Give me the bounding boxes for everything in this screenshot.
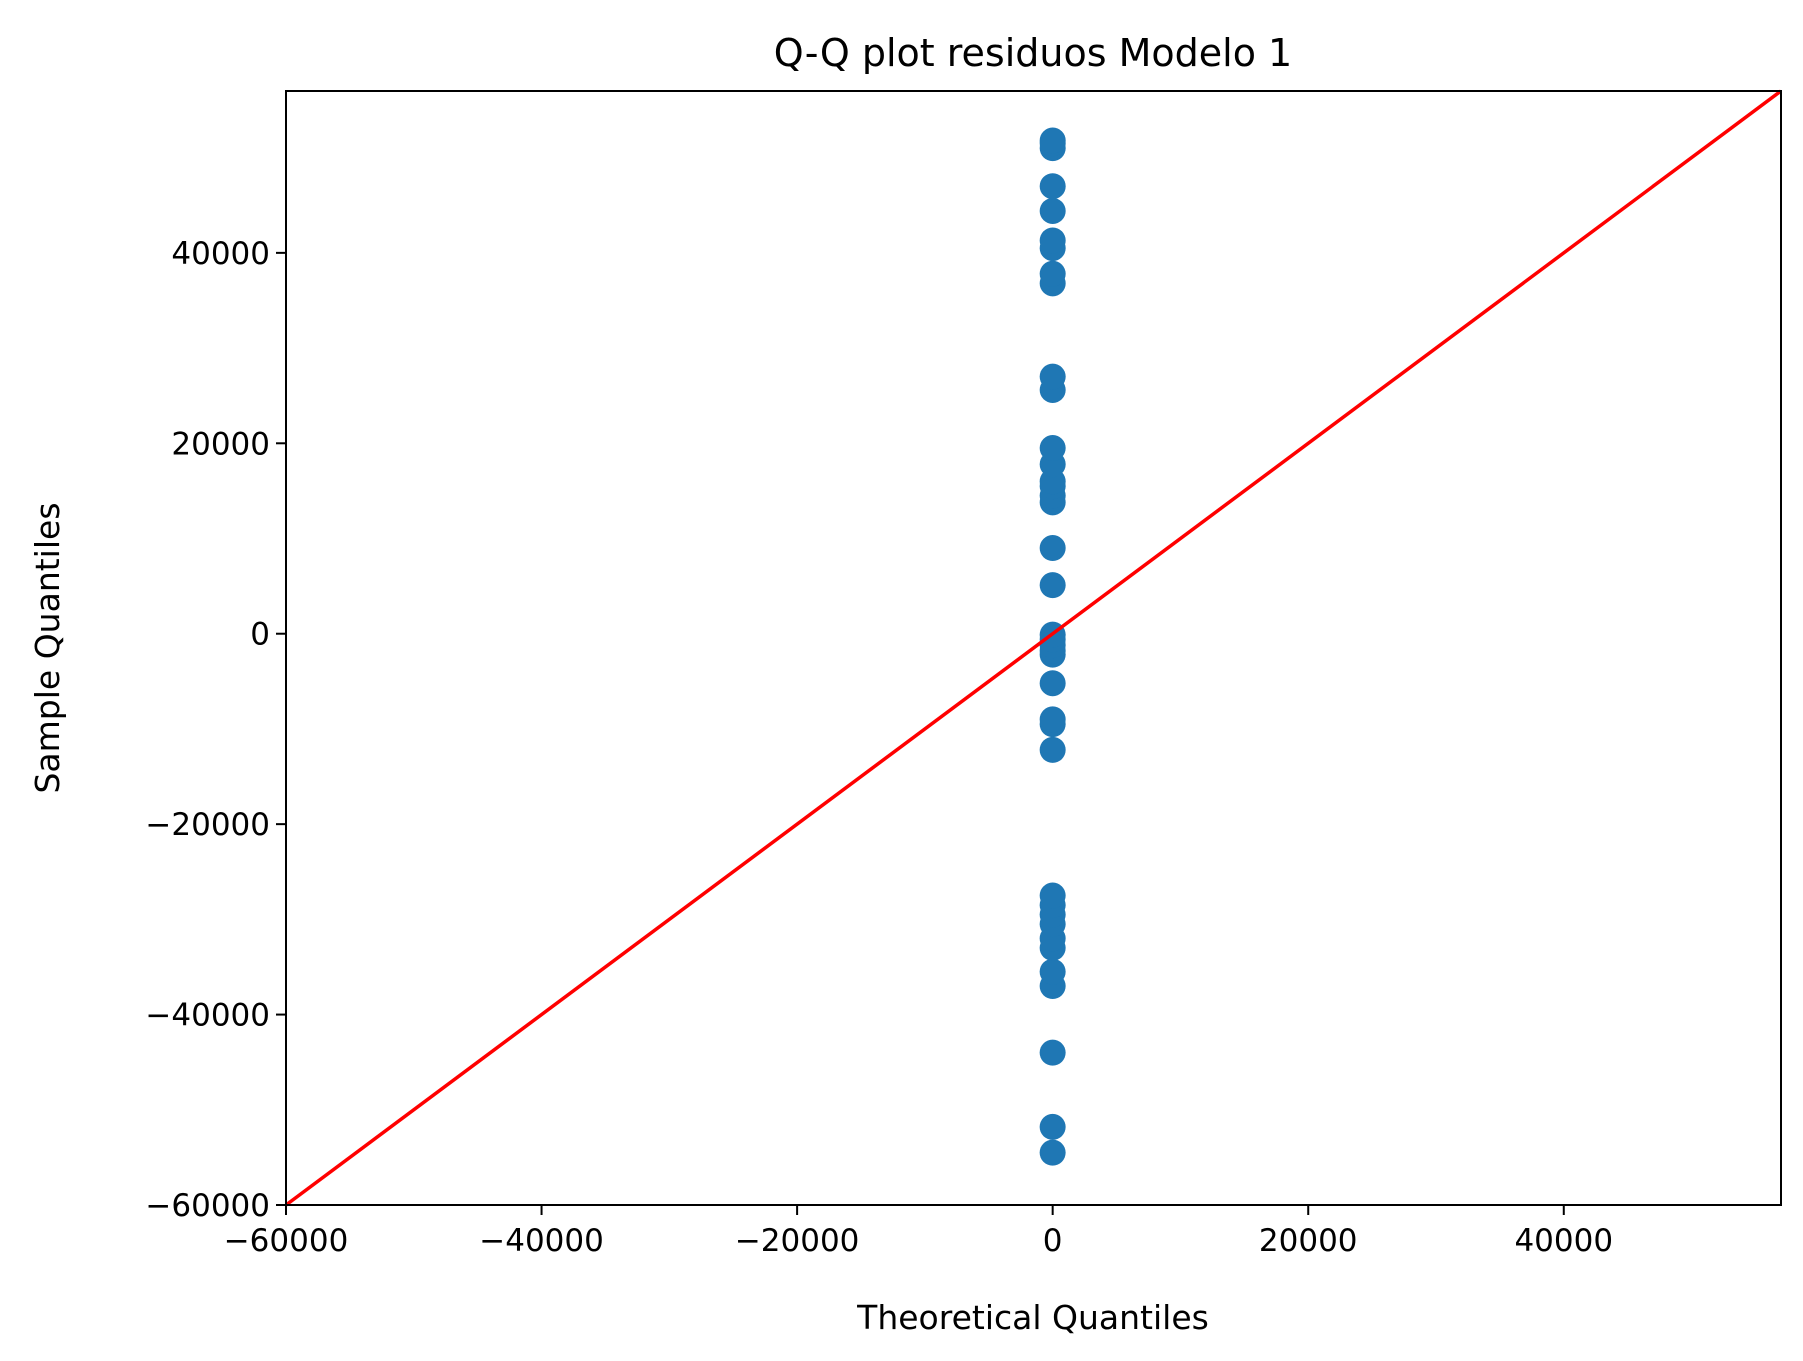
data-point — [1039, 670, 1066, 697]
x-tick-label: 0 — [1043, 1223, 1063, 1259]
y-axis-label: Sample Quantiles — [28, 502, 67, 793]
data-point — [1039, 572, 1066, 599]
data-point — [1039, 882, 1066, 909]
y-tick-label: −20000 — [145, 807, 270, 843]
x-axis-label: Theoretical Quantiles — [856, 1298, 1209, 1337]
data-point — [1039, 736, 1066, 763]
data-point — [1039, 535, 1066, 562]
data-point — [1039, 1113, 1066, 1140]
data-point — [1039, 173, 1066, 200]
data-point — [1039, 127, 1066, 154]
data-point — [1039, 435, 1066, 462]
data-points — [1039, 127, 1066, 1166]
data-point — [1039, 958, 1066, 985]
data-point — [1039, 706, 1066, 733]
y-tick-label: −60000 — [145, 1188, 270, 1224]
chart-title: Q-Q plot residuos Modelo 1 — [774, 31, 1292, 75]
x-axis-ticks: −60000 −40000 −20000 0 20000 40000 — [224, 1205, 1613, 1259]
y-tick-label: 20000 — [171, 426, 270, 462]
x-tick-label: −60000 — [224, 1223, 349, 1259]
y-tick-label: −40000 — [145, 998, 270, 1034]
data-point — [1039, 1039, 1066, 1066]
x-tick-label: −20000 — [735, 1223, 860, 1259]
reference-line — [284, 89, 1783, 1207]
data-point — [1039, 227, 1066, 254]
x-tick-label: 40000 — [1514, 1223, 1613, 1259]
y-tick-label: 40000 — [171, 236, 270, 272]
x-tick-label: 20000 — [1259, 1223, 1358, 1259]
y-axis-ticks: −60000 −40000 −20000 0 20000 40000 — [145, 236, 286, 1224]
data-point — [1039, 363, 1066, 390]
plot-frame — [285, 90, 1782, 1206]
x-tick-label: −40000 — [479, 1223, 604, 1259]
data-point — [1039, 197, 1066, 224]
data-point — [1039, 1139, 1066, 1166]
data-point — [1039, 260, 1066, 287]
y-tick-label: 0 — [250, 617, 270, 653]
